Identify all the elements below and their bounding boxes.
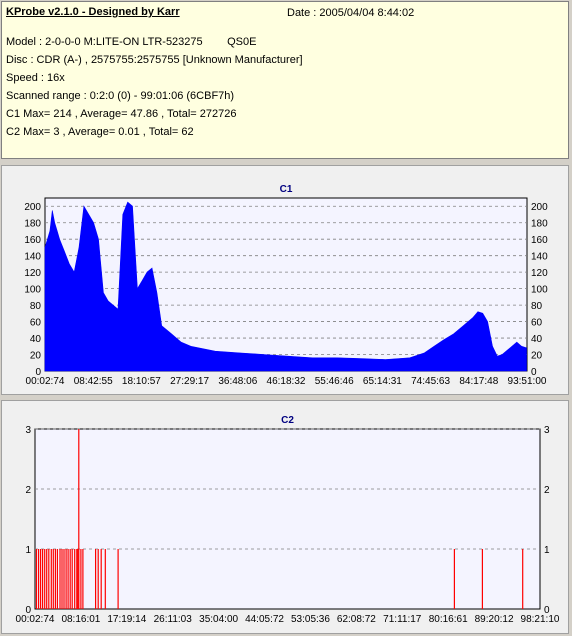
c1-ytick-left: 60 <box>30 318 42 329</box>
c2-xtick: 00:02:74 <box>16 614 55 625</box>
c1-ytick-left: 160 <box>24 235 41 246</box>
c1-ytick-right: 140 <box>531 252 548 263</box>
c1-ytick-right: 0 <box>531 367 537 378</box>
c2-xtick: 35:04:00 <box>199 614 238 625</box>
c1-xtick: 65:14:31 <box>363 376 402 387</box>
c2-ytick-right: 0 <box>544 605 550 616</box>
c2-xtick: 98:21:10 <box>521 614 560 625</box>
info-disc: Disc : CDR (A-) , 2575755:2575755 [Unkno… <box>6 54 303 66</box>
c1-series-area <box>44 201 527 372</box>
c2-plot-area <box>34 428 541 610</box>
c2-chart: C2 0 0 1 1 2 2 3 3 00:02:74 08:16:01 17:19:14 26:11:… <box>16 415 560 625</box>
c1-ytick-right: 40 <box>531 334 543 345</box>
c2-ytick-right: 1 <box>544 545 550 556</box>
c1-ytick-right: 20 <box>531 351 543 362</box>
c2-ytick-right: 3 <box>544 425 550 436</box>
c2-xtick: 89:20:12 <box>475 614 514 625</box>
c2-xtick: 80:16:61 <box>429 614 468 625</box>
c1-xtick: 27:29:17 <box>170 376 209 387</box>
c2-ytick-right: 2 <box>544 485 550 496</box>
c1-title: C1 <box>280 184 293 195</box>
info-scanned-range: Scanned range : 0:2:0 (0) - 99:01:06 (6C… <box>6 90 235 102</box>
c2-xtick: 44:05:72 <box>245 614 284 625</box>
c1-xtick: 55:46:46 <box>315 376 354 387</box>
c2-xtick: 17:19:14 <box>107 614 146 625</box>
info-model: Model : 2-0-0-0 M:LITE-ON LTR-523275 QS0… <box>6 36 257 48</box>
c1-xtick: 46:18:32 <box>267 376 306 387</box>
c1-ytick-left: 180 <box>24 219 41 230</box>
c2-title: C2 <box>281 415 294 426</box>
info-panel: KProbe v2.1.0 - Designed by Karr Date : … <box>1 1 569 159</box>
c1-xtick: 08:42:55 <box>74 376 113 387</box>
info-c2-stats: C2 Max= 3 , Average= 0.01 , Total= 62 <box>6 126 194 138</box>
c1-xtick: 00:02:74 <box>26 376 65 387</box>
c1-xtick: 74:45:63 <box>411 376 450 387</box>
c1-xtick: 84:17:48 <box>459 376 498 387</box>
c2-xtick: 71:11:17 <box>383 614 422 625</box>
c1-ytick-right: 120 <box>531 268 548 279</box>
c2-ytick-left: 2 <box>25 485 31 496</box>
c1-ytick-right: 100 <box>531 285 548 296</box>
c2-xtick: 53:05:36 <box>291 614 330 625</box>
c1-ytick-left: 0 <box>35 367 41 378</box>
c1-xtick: 36:48:06 <box>218 376 257 387</box>
c1-ytick-right: 180 <box>531 219 548 230</box>
c1-chart: C1 0 0 20 20 40 40 60 60 80 80 100 100 120 120 140 140 16… <box>24 184 548 387</box>
c1-ytick-right: 160 <box>531 235 548 246</box>
c2-ytick-left: 1 <box>25 545 31 556</box>
c1-ytick-left: 20 <box>30 351 42 362</box>
c2-ytick-left: 3 <box>25 425 31 436</box>
app-title: KProbe v2.1.0 - Designed by Karr <box>6 6 180 18</box>
c1-ytick-left: 140 <box>24 252 41 263</box>
c1-chart-panel: C1 0 0 20 20 40 40 60 60 80 80 100 100 120 120 140 140 16… <box>1 165 569 395</box>
c1-ytick-right: 200 <box>531 202 548 213</box>
info-speed: Speed : 16x <box>6 72 65 84</box>
c1-ytick-left: 40 <box>30 334 42 345</box>
c2-chart-panel: C2 0 0 1 1 2 2 3 3 00:02:74 08:16:01 17:19:14 26:11:… <box>1 400 569 634</box>
c1-xtick: 18:10:57 <box>122 376 161 387</box>
c2-xtick: 62:08:72 <box>337 614 376 625</box>
scan-date: Date : 2005/04/04 8:44:02 <box>287 7 415 19</box>
c2-ytick-left: 0 <box>25 605 31 616</box>
info-c1-stats: C1 Max= 214 , Average= 47.86 , Total= 27… <box>6 108 237 120</box>
c1-ytick-left: 120 <box>24 268 41 279</box>
c1-ytick-left: 200 <box>24 202 41 213</box>
c1-ytick-right: 60 <box>531 318 543 329</box>
c2-xtick: 26:11:03 <box>154 614 193 625</box>
c2-xtick: 08:16:01 <box>61 614 100 625</box>
c1-ytick-right: 80 <box>531 301 543 312</box>
c1-xtick: 93:51:00 <box>508 376 547 387</box>
c1-ytick-left: 100 <box>24 285 41 296</box>
c1-ytick-left: 80 <box>30 301 42 312</box>
